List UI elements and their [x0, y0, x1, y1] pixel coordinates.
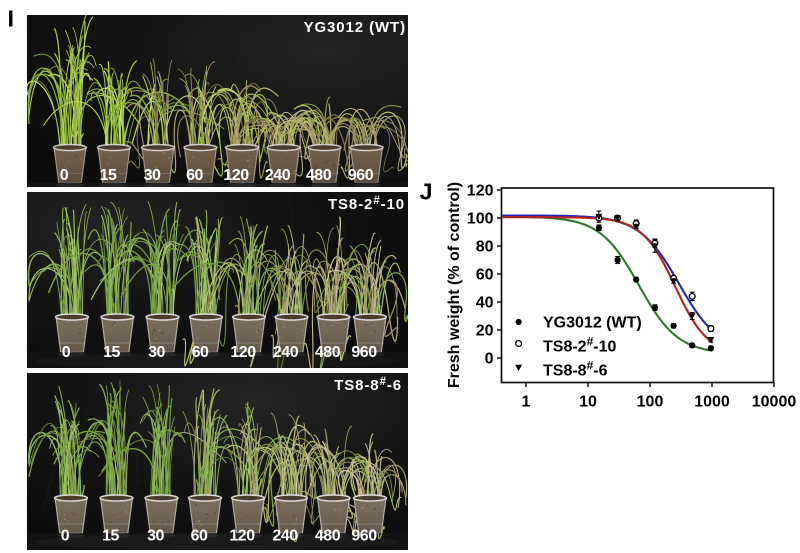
svg-text:30: 30 — [144, 167, 161, 184]
svg-text:60: 60 — [192, 344, 209, 361]
svg-text:I: I — [8, 6, 15, 32]
svg-text:YG3012 (WT): YG3012 (WT) — [543, 315, 642, 332]
svg-text:15: 15 — [103, 344, 120, 361]
svg-text:30: 30 — [148, 344, 165, 361]
svg-text:960: 960 — [351, 528, 377, 545]
svg-text:TS8-2#-10: TS8-2#-10 — [328, 195, 405, 213]
svg-text:10: 10 — [579, 394, 597, 411]
svg-text:60: 60 — [186, 167, 203, 184]
svg-text:40: 40 — [476, 295, 494, 312]
svg-text:J: J — [420, 179, 433, 205]
svg-text:100: 100 — [637, 394, 664, 411]
svg-text:30: 30 — [147, 528, 164, 545]
svg-text:20: 20 — [476, 323, 494, 340]
svg-text:TS8-8#-6: TS8-8#-6 — [334, 376, 402, 394]
svg-text:120: 120 — [223, 167, 249, 184]
svg-text:120: 120 — [467, 183, 494, 200]
svg-text:100: 100 — [467, 211, 494, 228]
svg-text:0: 0 — [60, 167, 69, 184]
svg-text:80: 80 — [476, 239, 494, 256]
svg-text:YG3012 (WT): YG3012 (WT) — [304, 19, 406, 36]
svg-text:1000: 1000 — [694, 394, 730, 411]
svg-text:240: 240 — [272, 528, 298, 545]
svg-text:0: 0 — [61, 528, 70, 545]
svg-text:15: 15 — [100, 167, 117, 184]
svg-text:TS8-8#-6: TS8-8#-6 — [543, 359, 608, 380]
svg-text:960: 960 — [348, 167, 374, 184]
svg-text:60: 60 — [191, 528, 208, 545]
svg-text:15: 15 — [102, 528, 119, 545]
svg-text:Fresh weight (% of control): Fresh weight (% of control) — [446, 182, 463, 388]
svg-text:TS8-2#-10: TS8-2#-10 — [543, 335, 616, 356]
svg-text:0: 0 — [62, 344, 71, 361]
svg-text:240: 240 — [273, 344, 299, 361]
svg-text:0: 0 — [485, 351, 494, 368]
svg-text:480: 480 — [315, 528, 341, 545]
svg-text:480: 480 — [315, 344, 341, 361]
svg-text:120: 120 — [229, 528, 255, 545]
svg-text:960: 960 — [351, 344, 377, 361]
svg-text:1: 1 — [522, 394, 531, 411]
svg-text:240: 240 — [265, 167, 291, 184]
svg-text:10000: 10000 — [752, 394, 797, 411]
svg-text:480: 480 — [306, 167, 332, 184]
svg-text:120: 120 — [230, 344, 256, 361]
svg-text:60: 60 — [476, 267, 494, 284]
